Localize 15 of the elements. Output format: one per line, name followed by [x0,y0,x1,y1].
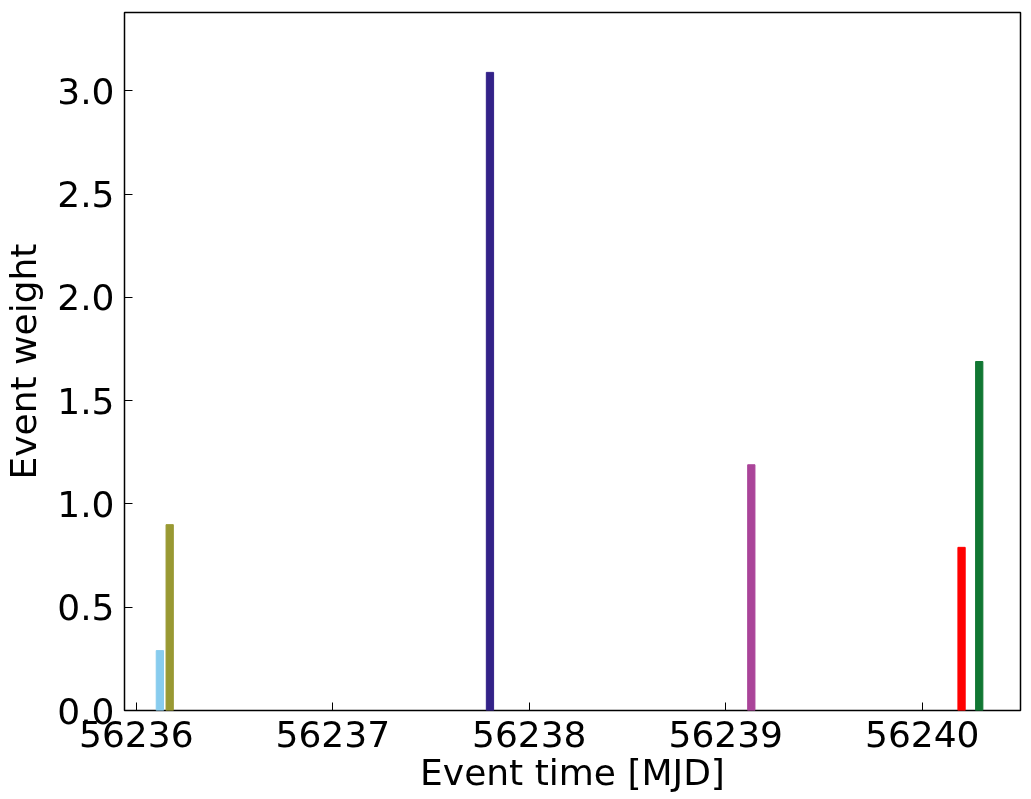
y-tick-label: 2.5 [57,174,115,216]
y-tick-label: 0.5 [57,587,115,629]
x-tick-label: 56237 [275,713,391,755]
y-tick-label: 3.0 [57,70,115,112]
bar [155,650,164,711]
y-tick-label: 1.5 [57,380,115,422]
bar [747,464,756,711]
bar [957,546,966,711]
y-axis-title: Event weight [3,243,45,480]
y-tick-label: 2.0 [57,277,115,319]
x-tick-label: 56240 [864,713,980,755]
bar [485,71,495,711]
bar [165,524,174,711]
bar [975,361,984,711]
y-tick-label: 1.0 [57,483,115,525]
